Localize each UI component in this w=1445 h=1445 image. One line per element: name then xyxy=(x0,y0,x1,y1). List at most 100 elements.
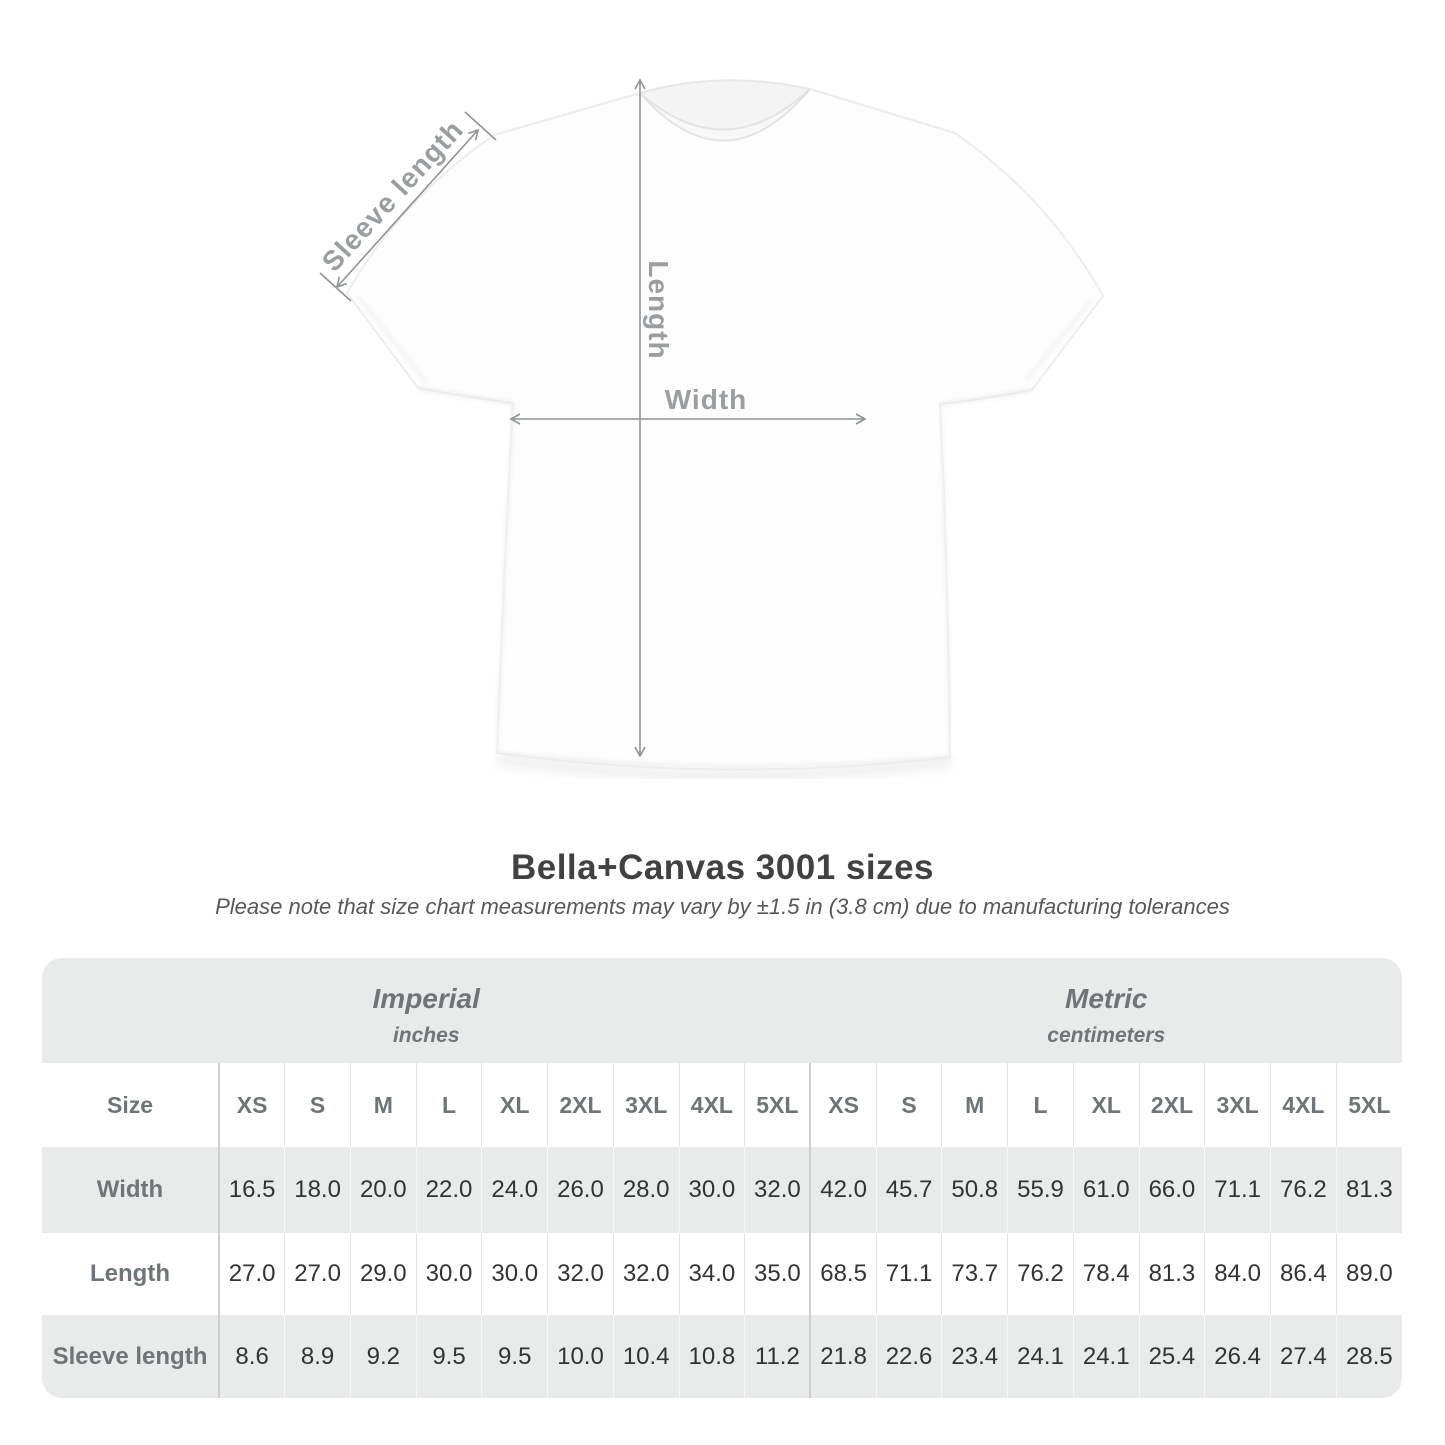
value-cell: 30.0 xyxy=(481,1233,548,1315)
value-cell: 11.2 xyxy=(744,1315,811,1398)
value-cell: 10.4 xyxy=(612,1315,680,1398)
size-table: Imperial inches Metric centimeters Size … xyxy=(42,958,1402,1398)
width-label: Width xyxy=(665,384,748,415)
row-label: Width xyxy=(96,1176,164,1203)
value-cell: 68.5 xyxy=(809,1233,877,1315)
size-cell: 3XL xyxy=(612,1063,680,1147)
value-cell: 8.9 xyxy=(284,1315,351,1398)
length-row: Length 27.0 27.0 29.0 30.0 30.0 32.0 32.… xyxy=(42,1233,1402,1315)
row-label: Sleeve length xyxy=(52,1342,208,1370)
size-cell: 5XL xyxy=(744,1063,811,1147)
sleeve-tick-top xyxy=(464,111,497,141)
value-cell: 9.5 xyxy=(415,1315,482,1398)
sleeve-length-row: Sleeve length 8.6 8.9 9.2 9.5 9.5 10.0 1… xyxy=(42,1315,1402,1398)
value-cell: 28.0 xyxy=(612,1147,680,1233)
tshirt-collar xyxy=(639,79,811,142)
size-table-card: Imperial inches Metric centimeters Size … xyxy=(42,958,1402,1398)
dimension-annotations xyxy=(319,78,867,758)
value-cell: 24.0 xyxy=(481,1147,548,1233)
size-cell: XS xyxy=(218,1063,285,1147)
value-cell: 71.1 xyxy=(1204,1147,1271,1233)
page-title: Bella+Canvas 3001 sizes xyxy=(510,848,935,887)
hem-shadow xyxy=(496,755,953,781)
value-cell: 9.5 xyxy=(481,1315,548,1398)
value-cell: 30.0 xyxy=(415,1233,482,1315)
imperial-group-header: Imperial inches xyxy=(42,958,810,1063)
width-row: Width 16.5 18.0 20.0 22.0 24.0 26.0 28.0… xyxy=(42,1147,1402,1233)
value-cell: 86.4 xyxy=(1270,1233,1337,1315)
unit-group-row: Imperial inches Metric centimeters xyxy=(42,958,1402,1063)
value-cell: 18.0 xyxy=(284,1147,351,1233)
value-cell: 78.4 xyxy=(1072,1233,1140,1315)
value-cell: 89.0 xyxy=(1335,1233,1402,1315)
tolerance-note: Please note that size chart measurements… xyxy=(215,894,1230,919)
size-cell: S xyxy=(875,1063,942,1147)
value-cell: 10.8 xyxy=(678,1315,745,1398)
length-label: Length xyxy=(643,260,674,359)
size-cell: S xyxy=(284,1063,351,1147)
value-cell: 42.0 xyxy=(809,1147,877,1233)
size-cell: 4XL xyxy=(678,1063,745,1147)
size-cell: M xyxy=(349,1063,417,1147)
value-cell: 22.0 xyxy=(415,1147,482,1233)
value-cell: 25.4 xyxy=(1138,1315,1205,1398)
value-cell: 24.1 xyxy=(1007,1315,1074,1398)
value-cell: 10.0 xyxy=(547,1315,614,1398)
value-cell: 16.5 xyxy=(218,1147,285,1233)
row-label: Length xyxy=(90,1260,170,1287)
value-cell: 26.4 xyxy=(1204,1315,1271,1398)
sleeve-tick-bottom xyxy=(319,272,352,302)
size-cell: L xyxy=(415,1063,482,1147)
value-cell: 76.2 xyxy=(1007,1233,1074,1315)
value-cell: 24.1 xyxy=(1072,1315,1140,1398)
metric-label: Metric xyxy=(1065,983,1148,1014)
value-cell: 32.0 xyxy=(547,1233,614,1315)
value-cell: 27.0 xyxy=(218,1233,285,1315)
value-cell: 23.4 xyxy=(941,1315,1008,1398)
value-cell: 66.0 xyxy=(1138,1147,1205,1233)
size-header-row: Size XS S M L XL 2XL 3XL 4XL 5XL XS S M … xyxy=(42,1063,1402,1147)
value-cell: 45.7 xyxy=(875,1147,942,1233)
size-cell: 2XL xyxy=(547,1063,614,1147)
size-cell: 3XL xyxy=(1204,1063,1271,1147)
imperial-unit: inches xyxy=(392,1024,460,1047)
value-cell: 8.6 xyxy=(218,1315,285,1398)
size-cell: XS xyxy=(809,1063,877,1147)
size-cell: 4XL xyxy=(1270,1063,1337,1147)
tshirt-illustration: Sleeve length Length Width xyxy=(316,78,1105,781)
value-cell: 34.0 xyxy=(678,1233,745,1315)
value-cell: 71.1 xyxy=(875,1233,942,1315)
value-cell: 84.0 xyxy=(1204,1233,1271,1315)
value-cell: 22.6 xyxy=(875,1315,942,1398)
metric-group-header: Metric centimeters xyxy=(810,958,1402,1063)
value-cell: 81.3 xyxy=(1335,1147,1402,1233)
size-cell: 2XL xyxy=(1138,1063,1205,1147)
value-cell: 9.2 xyxy=(349,1315,417,1398)
size-cell: 5XL xyxy=(1335,1063,1402,1147)
value-cell: 76.2 xyxy=(1270,1147,1337,1233)
sleeve-arrow xyxy=(335,128,480,289)
value-cell: 20.0 xyxy=(349,1147,417,1233)
value-cell: 50.8 xyxy=(941,1147,1008,1233)
size-cell: L xyxy=(1007,1063,1074,1147)
value-cell: 27.4 xyxy=(1270,1315,1337,1398)
value-cell: 26.0 xyxy=(547,1147,614,1233)
size-cell: M xyxy=(941,1063,1008,1147)
tshirt-diagram: Sleeve length Length Width xyxy=(316,78,1105,781)
value-cell: 32.0 xyxy=(744,1147,811,1233)
value-cell: 32.0 xyxy=(612,1233,680,1315)
value-cell: 55.9 xyxy=(1007,1147,1074,1233)
value-cell: 29.0 xyxy=(349,1233,417,1315)
value-cell: 27.0 xyxy=(284,1233,351,1315)
value-cell: 21.8 xyxy=(809,1315,877,1398)
imperial-label: Imperial xyxy=(372,983,480,1014)
value-cell: 35.0 xyxy=(744,1233,811,1315)
value-cell: 28.5 xyxy=(1335,1315,1402,1398)
size-cell: XL xyxy=(1072,1063,1140,1147)
value-cell: 30.0 xyxy=(678,1147,745,1233)
value-cell: 61.0 xyxy=(1072,1147,1140,1233)
value-cell: 81.3 xyxy=(1138,1233,1205,1315)
tshirt-body xyxy=(345,79,1105,771)
size-corner-label: Size xyxy=(106,1091,154,1118)
